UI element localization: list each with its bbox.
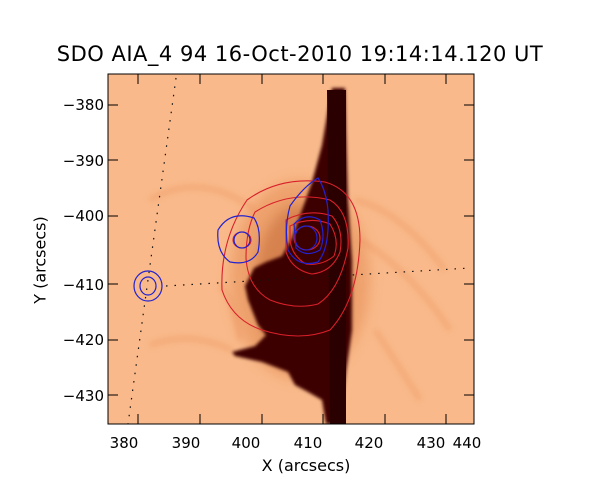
y-ticks [108,104,474,396]
x-tick-label: 410 [294,434,323,452]
x-tick-label: 440 [453,434,482,452]
y-tick-label: −400 [63,207,104,225]
x-tick-label: 420 [355,434,384,452]
y-tick-label: −410 [63,276,104,294]
x-tick-label: 390 [172,434,201,452]
y-tick-label: −390 [63,152,104,170]
solar-image [108,74,474,424]
y-tick-label: −420 [63,331,104,349]
x-tick-label: 380 [110,434,139,452]
x-ticks [137,74,447,424]
blue-contours [133,177,329,302]
x-tick-label: 430 [417,434,446,452]
x-axis-label: X (arcsecs) [261,456,351,475]
plot-frame [107,73,475,425]
y-tick-label: −380 [63,96,104,114]
x-tick-label: 400 [232,434,261,452]
image-title: SDO AIA_4 94 16-Oct-2010 19:14:14.120 UT [56,42,544,66]
y-tick-label: −430 [63,387,104,405]
